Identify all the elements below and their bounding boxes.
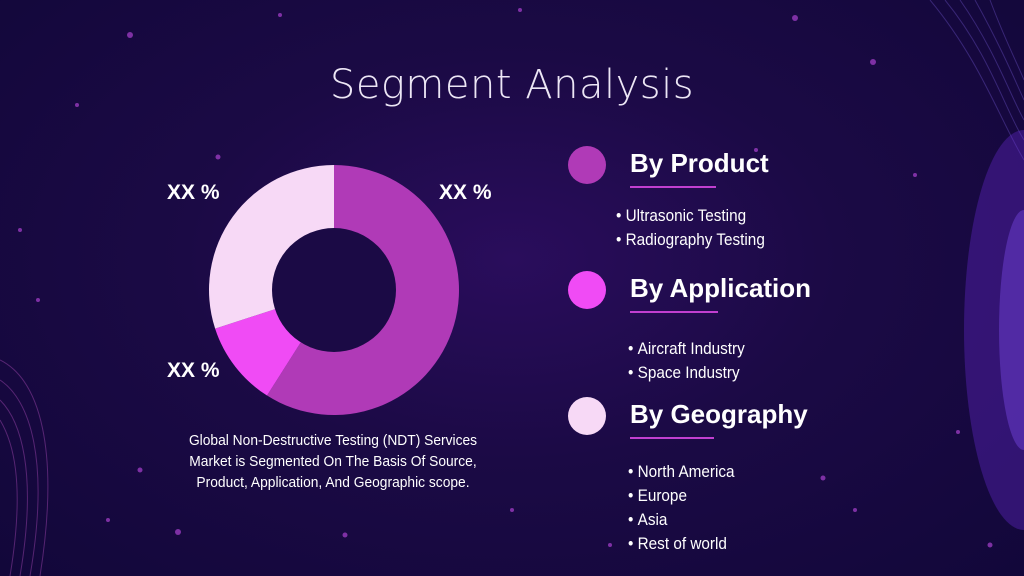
slice-label-top-right: XX % [439,181,492,204]
right-glow-decoration [964,130,1024,530]
segment-list-product: Ultrasonic Testing Radiography Testing [616,204,781,252]
list-item: Ultrasonic Testing [616,204,765,228]
slice-label-bottom-left: XX % [167,359,220,382]
segment-list-geography: North America Europe Asia Rest of world [628,460,746,556]
list-item: Aircraft Industry [628,337,745,361]
application-color-dot-icon [568,271,606,309]
segment-title-product: By Product [630,148,769,178]
chart-description: Global Non-Destructive Testing (NDT) Ser… [188,432,478,491]
top-right-wave-decoration [929,0,1024,161]
sparkle-dots [18,8,993,548]
list-item: Rest of world [628,532,735,556]
list-item: Space Industry [628,361,745,385]
slice-label-top-left: XX % [167,181,220,204]
list-item: Europe [628,484,735,508]
list-item: Asia [628,508,735,532]
segment-underline [630,437,714,439]
segment-list-application: Aircraft Industry Space Industry [628,337,758,385]
segment-title-geography: By Geography [630,399,808,429]
list-item: Radiography Testing [616,228,765,252]
donut-hole [272,228,396,352]
segment-underline [630,186,716,188]
segment-underline [630,311,718,313]
geography-color-dot-icon [568,397,606,435]
bottom-left-wave-decoration [0,359,49,576]
product-color-dot-icon [568,146,606,184]
page-title: Segment Analysis [329,62,695,108]
list-item: North America [628,460,735,484]
segment-title-application: By Application [630,273,812,303]
